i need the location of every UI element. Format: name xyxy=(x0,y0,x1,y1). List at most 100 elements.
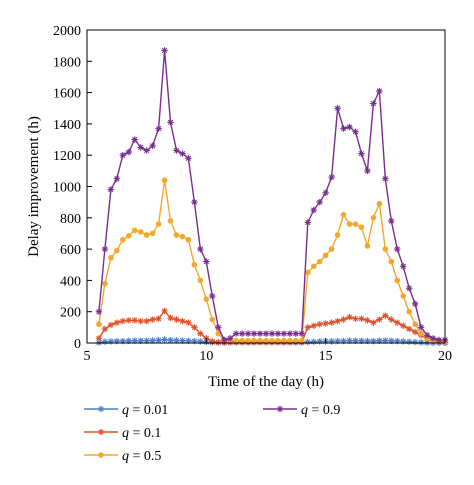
data-point xyxy=(244,330,252,337)
data-point xyxy=(131,317,138,324)
data-point xyxy=(113,319,121,326)
data-point xyxy=(435,336,443,344)
data-point xyxy=(95,308,103,315)
data-point xyxy=(179,337,186,344)
data-point xyxy=(215,324,222,331)
data-point xyxy=(298,337,305,344)
data-point xyxy=(143,317,150,325)
data-point xyxy=(340,316,347,323)
data-point xyxy=(239,337,245,344)
y-tick-label: 1600 xyxy=(53,87,81,102)
data-point xyxy=(143,232,150,238)
y-tick-label: 0 xyxy=(74,337,81,352)
series-3 xyxy=(95,47,449,344)
data-point xyxy=(120,236,126,243)
data-point xyxy=(358,315,365,322)
data-point xyxy=(417,324,425,331)
plot-frame xyxy=(86,29,446,344)
legend-item-0: q = 0.01 xyxy=(84,403,168,418)
data-point xyxy=(364,317,371,324)
data-point xyxy=(155,315,162,322)
data-point xyxy=(334,317,341,325)
data-point xyxy=(406,338,413,345)
data-point xyxy=(269,337,275,344)
data-point xyxy=(191,324,198,331)
data-point xyxy=(257,337,263,344)
legend-marker xyxy=(97,405,105,413)
data-point xyxy=(274,330,282,337)
data-point xyxy=(268,330,276,337)
y-tick-label: 1400 xyxy=(53,118,81,133)
data-point xyxy=(417,339,425,346)
data-point xyxy=(364,337,371,345)
data-point xyxy=(256,330,264,337)
data-point xyxy=(328,246,335,252)
data-point xyxy=(376,200,383,207)
data-point xyxy=(412,321,418,328)
data-point xyxy=(310,322,317,329)
data-point xyxy=(322,189,329,196)
data-point xyxy=(232,330,240,337)
data-point xyxy=(304,219,311,226)
data-point xyxy=(250,330,258,337)
data-point xyxy=(340,125,347,132)
data-point xyxy=(346,123,353,131)
data-point xyxy=(310,338,317,345)
data-point xyxy=(406,285,413,292)
data-point xyxy=(113,175,121,182)
data-point xyxy=(251,337,257,344)
data-point xyxy=(370,319,377,326)
y-tick-label: 1200 xyxy=(53,149,81,164)
data-point xyxy=(286,330,294,337)
data-point xyxy=(352,337,359,345)
data-point xyxy=(275,337,281,344)
data-point xyxy=(376,87,383,95)
y-tick-label: 1800 xyxy=(53,55,81,70)
data-point xyxy=(167,119,174,126)
data-point xyxy=(394,319,401,326)
data-point xyxy=(388,316,395,323)
data-point xyxy=(173,147,180,154)
data-point xyxy=(191,198,198,206)
data-point xyxy=(280,330,288,337)
data-point xyxy=(418,330,424,337)
data-point xyxy=(102,280,108,287)
y-tick-label: 1000 xyxy=(53,181,81,196)
data-point xyxy=(119,152,126,159)
data-point xyxy=(179,317,186,325)
data-point xyxy=(161,177,168,184)
data-point xyxy=(203,296,210,302)
data-point xyxy=(149,230,156,237)
data-point xyxy=(125,317,132,324)
data-point xyxy=(197,338,204,345)
data-point xyxy=(322,252,329,259)
y-tick-label: 800 xyxy=(60,212,81,227)
data-point xyxy=(179,233,186,240)
data-point xyxy=(394,277,401,284)
legend-item-2: q = 0.5 xyxy=(84,449,161,464)
data-point xyxy=(173,316,180,323)
data-point xyxy=(101,338,109,345)
data-point xyxy=(334,105,341,112)
legend-label: q = 0.1 xyxy=(122,426,161,441)
data-point xyxy=(209,292,216,300)
data-point xyxy=(328,173,335,181)
data-point xyxy=(352,315,359,322)
data-point xyxy=(227,335,234,342)
data-point xyxy=(179,150,186,157)
data-point xyxy=(137,144,144,151)
data-point xyxy=(149,142,156,150)
data-point xyxy=(358,224,365,230)
data-point xyxy=(316,321,323,328)
y-tick-label: 600 xyxy=(60,243,81,258)
y-tick-label: 400 xyxy=(60,274,81,289)
data-point xyxy=(167,218,174,224)
data-point xyxy=(161,307,168,315)
data-point xyxy=(185,236,192,243)
data-point xyxy=(197,277,204,284)
data-point xyxy=(101,245,109,253)
data-point xyxy=(382,246,389,252)
x-axis-label: Time of the day (h) xyxy=(208,374,324,390)
data-point xyxy=(292,330,300,337)
data-point xyxy=(370,100,377,107)
